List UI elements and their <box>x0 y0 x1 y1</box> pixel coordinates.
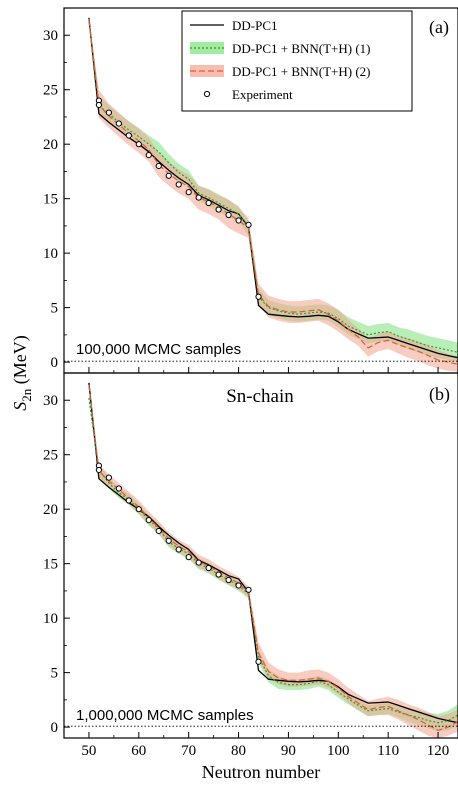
experiment-point <box>195 194 202 201</box>
x-tick-label: 50 <box>81 743 96 759</box>
panel-label-b: (b) <box>429 384 450 405</box>
x-tick-label: 80 <box>231 743 246 759</box>
experiment-point <box>125 132 132 139</box>
experiment-point <box>185 189 192 196</box>
axes-frame-b <box>63 372 458 739</box>
experiment-point <box>245 586 252 593</box>
experiment-point <box>95 101 103 109</box>
experiment-point <box>145 151 152 159</box>
legend-swatch-experiment <box>203 90 211 98</box>
experiment-point <box>135 506 142 513</box>
y-tick-label: 20 <box>43 137 58 153</box>
experiment-point <box>115 485 122 492</box>
experiment-point <box>115 120 122 127</box>
y-tick-label: 25 <box>43 448 58 464</box>
experiment-point <box>95 466 103 474</box>
annotation-b: 1,000,000 MCMC samples <box>76 707 254 724</box>
y-tick-label: 25 <box>43 83 58 99</box>
y-axis-label-unit: (MeV) <box>10 335 31 388</box>
y-tick-label: 15 <box>43 192 58 208</box>
x-tick-label: 120 <box>427 743 450 759</box>
x-tick-label: 100 <box>327 743 350 759</box>
experiment-point <box>185 554 192 561</box>
legend-label-bnn1: DD-PC1 + BNN(T+H) (1) <box>232 41 371 56</box>
y-tick-label: 30 <box>43 393 58 409</box>
experiment-point <box>105 474 112 481</box>
y-tick-label: 5 <box>51 666 59 682</box>
x-tick-label: 90 <box>281 743 296 759</box>
bnn2-uncertainty-band <box>88 382 458 738</box>
y-tick-label: 0 <box>51 355 59 371</box>
x-tick-label: 60 <box>131 743 146 759</box>
x-tick-label: 110 <box>377 743 399 759</box>
experiment-point <box>245 221 252 228</box>
legend-swatch-bnn2-band <box>190 65 224 77</box>
experiment-point <box>105 109 112 116</box>
bnn2-uncertainty-band <box>88 17 458 372</box>
panel-a: 0 5 10 15 20 25 30 (a) 100,000 MCMC samples DD… <box>43 7 458 374</box>
y-tick-label: 0 <box>51 720 59 736</box>
experiment-point <box>255 658 262 665</box>
bnn2-line <box>88 19 458 365</box>
legend-label-bnn2: DD-PC1 + BNN(T+H) (2) <box>232 64 371 79</box>
experiment-point <box>225 576 232 584</box>
panel-label-a: (a) <box>429 17 449 38</box>
experiment-point <box>175 181 182 188</box>
experiment-point <box>235 582 242 589</box>
experiment-point <box>165 172 172 179</box>
y-tick-label: 10 <box>43 246 58 262</box>
y-axis-label-symbol: S <box>10 402 30 411</box>
chart-title-b: Sn-chain <box>226 386 294 407</box>
experiment-point <box>125 497 132 504</box>
y-tick-label: 5 <box>51 301 59 317</box>
experiment-point <box>225 211 232 219</box>
experiment-point <box>215 206 222 213</box>
y-tick-label: 30 <box>43 28 58 44</box>
experiment-point <box>135 141 142 148</box>
experiment-point <box>155 527 162 535</box>
y-tick-label: 15 <box>43 557 58 573</box>
legend-label-dd-pc1: DD-PC1 <box>232 18 278 33</box>
legend-frame <box>181 10 413 112</box>
y-tick-label: 20 <box>43 502 58 518</box>
panel-b: 0 5 10 15 20 25 30 50 60 70 80 90 100 110 120 (b) Sn-c… <box>43 372 458 759</box>
x-tick-label: 70 <box>181 743 196 759</box>
experiment-point <box>145 516 152 524</box>
experiment-point <box>155 162 162 170</box>
experiment-point <box>195 559 202 566</box>
x-axis-label: Neutron number <box>202 762 320 782</box>
y-axis-label-subscript: 2n <box>19 388 34 402</box>
experiment-point <box>205 199 212 207</box>
experiment-point <box>235 217 242 224</box>
experiment-point <box>205 564 212 572</box>
experiment-point <box>165 537 172 544</box>
y-tick-label: 10 <box>43 611 58 627</box>
experiment-point <box>175 546 182 553</box>
experiment-point <box>215 571 222 578</box>
legend-a: DD-PC1 DD-PC1 + BNN(T+H) (1) DD-PC1 + BN… <box>181 10 413 112</box>
legend-label-experiment: Experiment <box>232 87 293 102</box>
annotation-a: 100,000 MCMC samples <box>76 341 241 358</box>
bnn1-line <box>88 18 458 353</box>
experiment-point <box>255 293 262 300</box>
y-axis-label: S2n (MeV) <box>10 335 34 410</box>
